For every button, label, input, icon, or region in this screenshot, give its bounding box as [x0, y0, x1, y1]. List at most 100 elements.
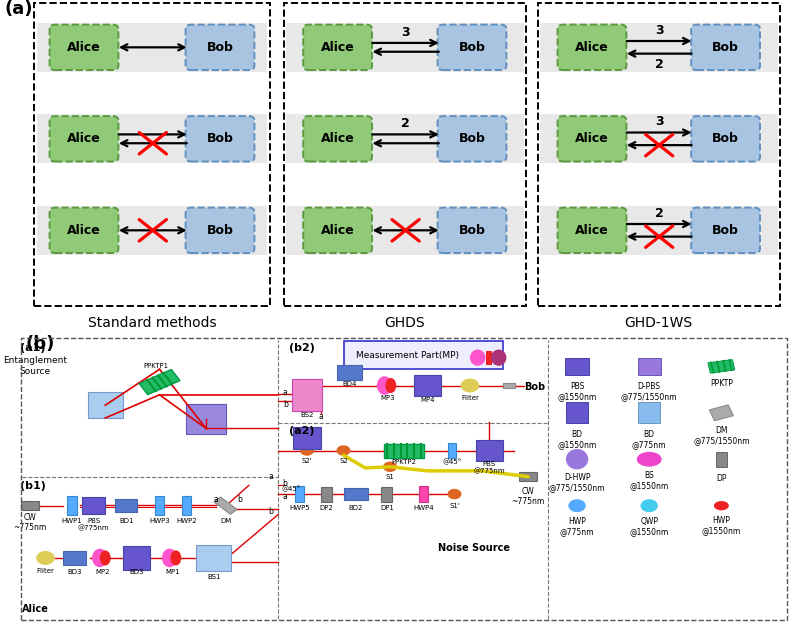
FancyBboxPatch shape: [438, 116, 506, 162]
Text: DP1: DP1: [380, 505, 394, 510]
FancyBboxPatch shape: [438, 208, 506, 253]
Text: Bob: Bob: [524, 382, 546, 392]
Text: Bob: Bob: [458, 41, 486, 54]
Ellipse shape: [447, 489, 462, 499]
Polygon shape: [186, 403, 226, 433]
Ellipse shape: [383, 461, 397, 472]
Text: D-HWP
@775/1550nm: D-HWP @775/1550nm: [549, 473, 606, 492]
Text: @45°: @45°: [282, 485, 301, 492]
FancyBboxPatch shape: [691, 208, 760, 253]
Ellipse shape: [377, 376, 392, 395]
Polygon shape: [638, 358, 661, 375]
Ellipse shape: [170, 550, 182, 565]
Text: @45°: @45°: [442, 459, 462, 466]
FancyBboxPatch shape: [438, 25, 506, 70]
Polygon shape: [338, 365, 362, 380]
Polygon shape: [566, 403, 588, 423]
Polygon shape: [382, 487, 392, 502]
FancyBboxPatch shape: [540, 23, 778, 72]
Ellipse shape: [162, 548, 178, 567]
FancyBboxPatch shape: [50, 116, 118, 162]
Text: PPKTP: PPKTP: [710, 379, 733, 387]
Polygon shape: [710, 404, 734, 421]
Text: BS
@1550nm: BS @1550nm: [630, 471, 669, 490]
Text: BD4: BD4: [342, 381, 357, 387]
Text: BD
@775nm: BD @775nm: [632, 430, 666, 450]
Text: b: b: [237, 495, 242, 504]
Text: DM
@775/1550nm: DM @775/1550nm: [693, 425, 750, 445]
Text: BD1: BD1: [119, 518, 134, 524]
Polygon shape: [182, 497, 191, 515]
Ellipse shape: [92, 548, 107, 567]
FancyBboxPatch shape: [37, 114, 267, 163]
Text: 3: 3: [655, 24, 663, 37]
FancyBboxPatch shape: [540, 114, 778, 163]
Text: BS1: BS1: [207, 574, 221, 580]
FancyBboxPatch shape: [540, 206, 778, 255]
Text: Alice: Alice: [67, 41, 101, 54]
Text: S1: S1: [386, 474, 394, 480]
Text: PBS
@775nm: PBS @775nm: [78, 518, 110, 531]
Text: HWP5: HWP5: [289, 505, 310, 510]
FancyBboxPatch shape: [50, 208, 118, 253]
Text: Bob: Bob: [206, 224, 234, 237]
Text: Entanglement
Source: Entanglement Source: [3, 357, 67, 376]
FancyBboxPatch shape: [186, 25, 254, 70]
Text: MP4: MP4: [420, 396, 434, 403]
Polygon shape: [638, 403, 660, 423]
Text: Bob: Bob: [206, 133, 234, 145]
FancyBboxPatch shape: [37, 23, 267, 72]
Text: PPKTP2: PPKTP2: [391, 459, 417, 465]
FancyBboxPatch shape: [558, 116, 626, 162]
Text: PPKTP1: PPKTP1: [143, 363, 168, 369]
Text: MP1: MP1: [166, 569, 180, 575]
Text: HWP4: HWP4: [413, 505, 434, 510]
Text: a: a: [268, 472, 273, 481]
Text: Alice: Alice: [67, 133, 101, 145]
Text: Alice: Alice: [575, 133, 609, 145]
Text: 3: 3: [655, 115, 663, 128]
Text: a: a: [318, 413, 323, 422]
Text: S2: S2: [339, 458, 348, 464]
Text: HWP1: HWP1: [62, 518, 82, 524]
Text: Fliter: Fliter: [461, 396, 479, 401]
FancyBboxPatch shape: [37, 206, 267, 255]
Text: BD3: BD3: [67, 569, 82, 575]
Polygon shape: [344, 488, 367, 500]
Polygon shape: [708, 360, 735, 373]
Text: Alice: Alice: [321, 41, 354, 54]
FancyBboxPatch shape: [558, 208, 626, 253]
Polygon shape: [294, 486, 304, 502]
Text: Bob: Bob: [458, 224, 486, 237]
Text: CW
~775nm: CW ~775nm: [511, 487, 545, 506]
Text: QWP
@1550nm: QWP @1550nm: [630, 517, 669, 536]
FancyBboxPatch shape: [21, 501, 39, 510]
Polygon shape: [139, 370, 180, 394]
Ellipse shape: [714, 501, 729, 510]
Text: b: b: [282, 479, 287, 488]
Text: Alice: Alice: [67, 224, 101, 237]
Text: (a): (a): [4, 1, 33, 18]
Ellipse shape: [300, 445, 314, 456]
Ellipse shape: [100, 550, 110, 565]
Text: CW
~775nm: CW ~775nm: [14, 512, 46, 532]
Text: BD3: BD3: [129, 569, 143, 575]
FancyBboxPatch shape: [286, 23, 524, 72]
Ellipse shape: [337, 445, 350, 456]
Polygon shape: [197, 545, 231, 571]
Text: PBS
@775nm: PBS @775nm: [474, 461, 505, 475]
FancyBboxPatch shape: [286, 114, 524, 163]
Polygon shape: [67, 497, 77, 515]
Text: Alice: Alice: [575, 41, 609, 54]
Polygon shape: [88, 392, 122, 418]
Text: D-PBS
@775/1550nm: D-PBS @775/1550nm: [621, 382, 678, 401]
Polygon shape: [155, 497, 164, 515]
Text: 3: 3: [402, 26, 410, 38]
Text: Bob: Bob: [206, 41, 234, 54]
FancyBboxPatch shape: [286, 206, 524, 255]
Text: (b2): (b2): [289, 343, 315, 353]
Polygon shape: [566, 358, 589, 375]
Text: 2: 2: [655, 207, 663, 220]
Text: 2: 2: [402, 117, 410, 130]
Text: a: a: [214, 495, 218, 504]
